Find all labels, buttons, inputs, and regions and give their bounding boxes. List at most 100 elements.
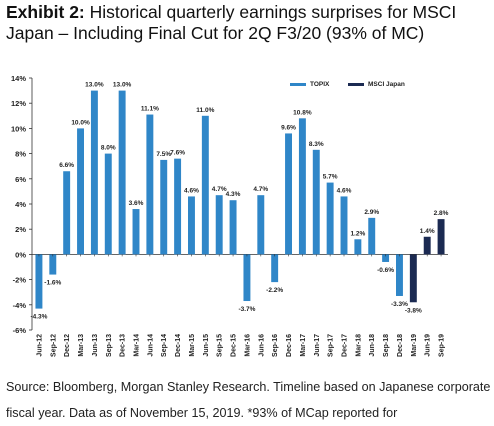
- data-label: 1.4%: [420, 228, 435, 235]
- data-label: 5.7%: [323, 174, 338, 181]
- bar: [271, 254, 279, 283]
- bar: [160, 159, 168, 255]
- bar: [326, 182, 334, 255]
- x-tick-label: Jun-19: [425, 334, 432, 357]
- data-label: 7.5%: [156, 151, 171, 158]
- bar-chart: -6% -4% -2% 0% 2% 4% 6% 8% 10% 12% 14% -4.3% Jun-12 -…: [11, 74, 449, 357]
- data-label: 4.6%: [184, 187, 199, 194]
- x-tick-label: Mar-16: [244, 334, 251, 357]
- x-tick-label: Mar-14: [134, 334, 141, 357]
- y-tick-label: -6%: [13, 326, 27, 335]
- x-tick-label: Sep-16: [272, 334, 279, 357]
- x-tick-label: Sep-14: [161, 334, 168, 357]
- bar: [437, 219, 445, 255]
- data-label: 13.0%: [113, 82, 132, 89]
- y-tick-label: -2%: [13, 276, 27, 285]
- bar: [146, 114, 154, 255]
- bar: [243, 254, 251, 302]
- bar: [340, 196, 348, 255]
- bar: [257, 195, 265, 255]
- bar: [132, 209, 140, 255]
- y-tick-label: 4%: [15, 200, 26, 209]
- x-tick-label: Dec-12: [64, 334, 71, 357]
- data-label: -2.2%: [266, 287, 283, 294]
- data-label: 4.7%: [212, 186, 227, 193]
- bar: [215, 195, 223, 255]
- data-label: 2.8%: [434, 210, 449, 217]
- legend-swatch-topix: [290, 83, 306, 86]
- data-label: 8.3%: [309, 141, 324, 148]
- data-label: -3.7%: [238, 306, 255, 313]
- x-tick-label: Jun-15: [203, 334, 210, 357]
- bar: [77, 128, 84, 255]
- y-tick-label: -4%: [13, 301, 27, 310]
- bar: [285, 133, 292, 255]
- bar: [174, 158, 182, 255]
- data-label: 11.0%: [196, 107, 214, 114]
- bar: [423, 236, 431, 255]
- legend-label: MSCI Japan: [368, 81, 405, 88]
- bar: [63, 171, 71, 255]
- bar: [396, 254, 403, 296]
- x-tick-label: Dec-16: [286, 334, 293, 357]
- x-tick-label: Sep-17: [328, 334, 335, 357]
- y-tick-label: 0%: [15, 250, 26, 259]
- exhibit-label: Exhibit 2:: [6, 2, 85, 22]
- bar: [201, 115, 209, 255]
- x-tick-label: Mar-17: [300, 334, 307, 357]
- data-label: -3.3%: [391, 301, 408, 308]
- data-label: 4.3%: [226, 191, 241, 198]
- data-label: 7.6%: [170, 150, 185, 157]
- bar: [229, 200, 237, 255]
- x-tick-label: Jun-13: [92, 334, 99, 357]
- x-tick-label: Jun-14: [147, 334, 154, 357]
- data-label: 6.6%: [59, 162, 74, 169]
- x-tick-label: Dec-14: [175, 334, 182, 357]
- bar: [354, 239, 362, 255]
- data-label: -4.3%: [30, 314, 47, 321]
- bar: [312, 149, 320, 255]
- y-tick-label: 10%: [11, 124, 26, 133]
- x-tick-label: Mar-18: [355, 334, 362, 357]
- bar: [409, 254, 417, 303]
- data-label: 13.0%: [85, 82, 104, 89]
- y-tick-label: 8%: [15, 150, 26, 159]
- data-label: 4.7%: [253, 186, 268, 193]
- bar: [104, 153, 112, 255]
- data-label: 1.2%: [350, 230, 365, 237]
- data-label: 3.6%: [129, 200, 144, 207]
- data-label: 8.0%: [101, 145, 116, 152]
- bar: [35, 254, 43, 309]
- bar: [382, 254, 390, 262]
- y-tick-label: 14%: [11, 74, 26, 83]
- x-tick-label: Dec-15: [231, 334, 238, 357]
- x-tick-label: Sep-18: [383, 334, 390, 357]
- y-tick-label: 2%: [15, 225, 26, 234]
- x-tick-label: Mar-19: [411, 334, 418, 357]
- data-label: 10.0%: [71, 119, 90, 126]
- x-tick-label: Jun-12: [36, 334, 43, 357]
- x-tick-label: Dec-13: [120, 334, 127, 357]
- bar: [188, 196, 195, 255]
- x-tick-label: Dec-18: [397, 334, 404, 357]
- data-label: -0.6%: [377, 267, 394, 274]
- source-note: Source: Bloomberg, Morgan Stanley Resear…: [6, 380, 491, 420]
- x-tick-label: Sep-13: [106, 334, 113, 357]
- y-tick-label: 6%: [15, 175, 26, 184]
- x-tick-label: Sep-12: [50, 334, 57, 357]
- x-tick-label: Sep-15: [217, 334, 224, 357]
- data-label: -1.6%: [44, 280, 61, 287]
- x-tick-label: Mar-13: [78, 334, 85, 357]
- chart-title: Exhibit 2: Historical quarterly earnings…: [6, 2, 488, 44]
- x-tick-label: Jun-16: [258, 334, 265, 357]
- x-tick-label: Jun-18: [369, 334, 376, 357]
- bar: [368, 217, 376, 255]
- x-tick-label: Jun-17: [314, 334, 321, 357]
- legend-label: TOPIX: [310, 81, 330, 88]
- chart-title-text: Historical quarterly earnings surprises …: [6, 2, 457, 43]
- bar: [118, 90, 126, 255]
- data-label: -3.8%: [405, 307, 422, 314]
- bar: [298, 118, 306, 255]
- x-tick-label: Dec-17: [342, 334, 349, 357]
- legend-swatch-msci-japan: [348, 83, 364, 86]
